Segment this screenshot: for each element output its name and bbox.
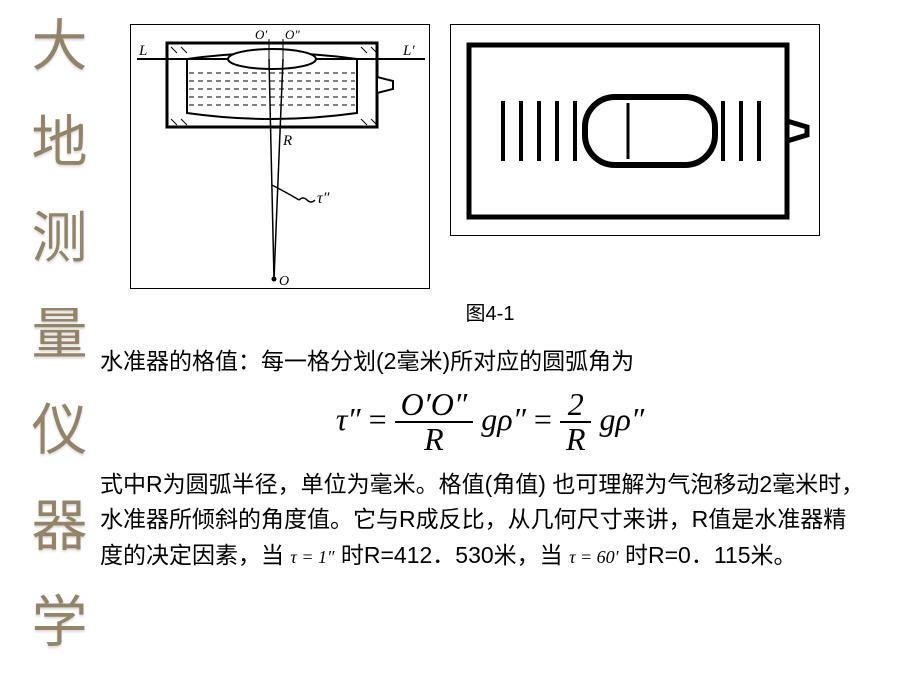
figure-1-svg: L L′ [131, 25, 431, 290]
formula: τ″ = O′O″ R gρ″ = 2 R gρ″ [80, 380, 900, 463]
frac1-num: O′O″ [395, 388, 474, 424]
content-area: L L′ [80, 0, 900, 690]
eq-sign-1: = [369, 401, 395, 437]
figure-2-svg [451, 25, 821, 237]
frac-2: 2 R [560, 388, 592, 457]
label-Lp: L′ [402, 43, 415, 59]
inline-eq-1: τ = 1″ [290, 547, 334, 567]
formula-lhs: τ″ [336, 401, 361, 437]
figures-row: L L′ [80, 0, 900, 293]
formula-rhs: gρ″ [599, 401, 644, 437]
figure-2 [450, 24, 820, 236]
inline-eq-2: τ = 60′ [569, 547, 619, 567]
label-O1: O′ [255, 27, 267, 42]
frac2-den: R [560, 423, 592, 457]
formula-mid: gρ″ [481, 401, 526, 437]
paragraph-2: 式中R为圆弧半径，单位为毫米。格值(角值) 也可理解为气泡移动2毫米时，水准器所… [80, 463, 900, 574]
label-L: L [138, 43, 147, 59]
label-O: O [279, 274, 289, 289]
para2-b: 时R=412．530米，当 [341, 542, 563, 568]
label-tau: τ″ [317, 190, 330, 207]
label-O2: O″ [285, 27, 300, 42]
para2-c: 时R=0．115米。 [625, 542, 797, 568]
eq-sign-2: = [534, 401, 560, 437]
label-R: R [282, 133, 292, 149]
figure-caption: 图4-1 [80, 297, 900, 326]
figure-1: L L′ [130, 24, 430, 289]
frac-1: O′O″ R [395, 388, 474, 457]
frac1-den: R [395, 423, 474, 457]
paragraph-1: 水准器的格值：每一格分划(2毫米)所对应的圆弧角为 [80, 340, 900, 380]
frac2-num: 2 [560, 388, 592, 424]
